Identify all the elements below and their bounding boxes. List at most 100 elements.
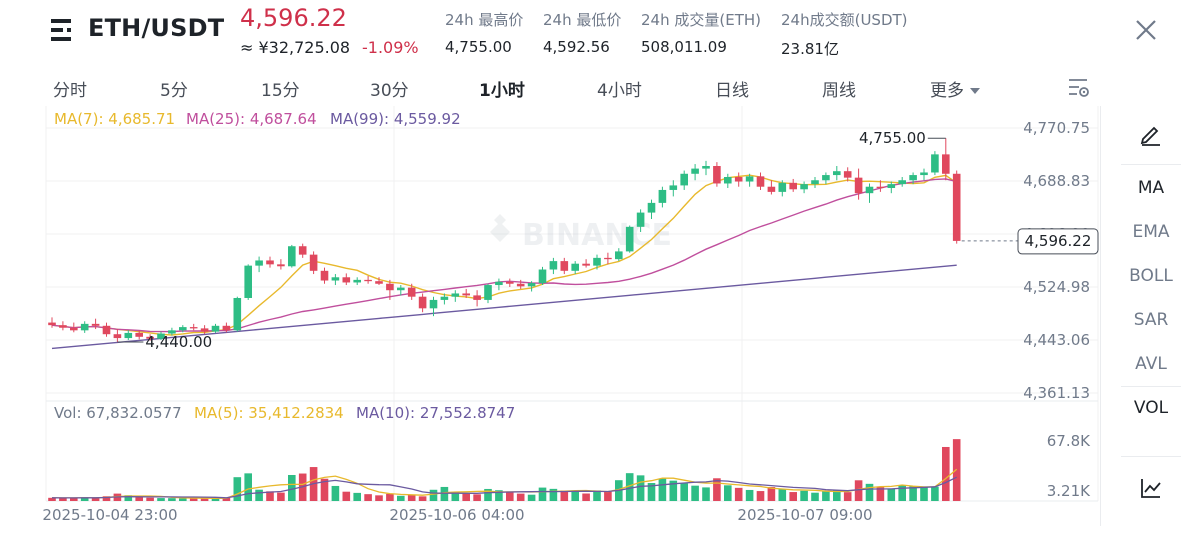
- candle-body: [397, 287, 405, 291]
- line-chart-icon[interactable]: [1139, 476, 1163, 500]
- volume-bar: [495, 490, 503, 501]
- candle-body: [702, 166, 710, 169]
- volume-bar: [789, 492, 797, 501]
- candle-body: [549, 261, 558, 270]
- tab-time[interactable]: 分时: [53, 81, 87, 101]
- candle: [102, 322, 111, 337]
- price-change: -1.09%: [362, 38, 419, 57]
- volume-bar: [179, 498, 187, 501]
- volume-bar: [669, 480, 678, 501]
- volume-bar: [135, 497, 143, 501]
- candle: [48, 317, 56, 328]
- tab-15m[interactable]: 15分: [261, 81, 300, 101]
- candle-body: [604, 257, 612, 260]
- candle-body: [724, 177, 732, 184]
- chart-settings-icon[interactable]: [1067, 76, 1091, 98]
- price-annotations: 4,755.00 4,440.00: [117, 129, 946, 351]
- candle: [59, 321, 67, 331]
- volume-bar: [211, 498, 220, 501]
- candle-body: [375, 281, 383, 284]
- candle: [429, 296, 438, 317]
- candle-body: [582, 263, 590, 266]
- volume-bar: [146, 497, 154, 501]
- candle: [80, 321, 89, 333]
- volume-bar: [102, 496, 111, 501]
- tab-1w[interactable]: 周线: [822, 81, 856, 101]
- stat-value: 4,592.56: [543, 38, 610, 56]
- candle: [473, 290, 481, 307]
- volume-bar: [451, 492, 460, 501]
- volume-bar: [604, 491, 612, 501]
- candle-body: [418, 296, 427, 309]
- menu-list-icon[interactable]: [50, 17, 74, 43]
- candle-body: [462, 293, 470, 296]
- candle: [222, 322, 231, 333]
- candle: [244, 264, 252, 300]
- tab-5m[interactable]: 5分: [160, 81, 188, 101]
- pair-title[interactable]: ETH/USDT: [88, 14, 225, 42]
- volume-bar: [48, 497, 56, 501]
- candle: [179, 325, 187, 333]
- tab-1d[interactable]: 日线: [715, 81, 749, 101]
- tab-more[interactable]: 更多: [930, 76, 980, 101]
- draw-pencil-icon[interactable]: [1139, 122, 1163, 146]
- indicator-sar[interactable]: SAR: [1133, 310, 1169, 330]
- candle-body: [407, 287, 416, 297]
- candle: [789, 178, 797, 192]
- volume-bar: [549, 488, 558, 501]
- ma25-line: [51, 178, 957, 333]
- candle-body: [658, 189, 667, 203]
- volume-bar: [189, 497, 198, 501]
- candle: [778, 180, 787, 197]
- candle: [811, 177, 819, 189]
- volume-bar: [440, 486, 449, 501]
- candle: [386, 279, 394, 300]
- candle-body: [233, 297, 242, 331]
- candle: [538, 266, 547, 286]
- time-tick: 2025-10-07 09:00: [737, 506, 872, 524]
- price-axis: 4,770.75 4,688.83 4,606.90 4,524.98 4,44…: [1023, 119, 1090, 402]
- indicator-boll[interactable]: BOLL: [1129, 266, 1173, 286]
- volume-bar: [909, 486, 917, 501]
- volume-bar: [713, 478, 721, 501]
- candle-body: [200, 328, 209, 332]
- close-icon[interactable]: [1134, 18, 1158, 42]
- stat-24h-volume: 24h 成交量(ETH) 508,011.09: [641, 9, 761, 56]
- candle-body: [331, 277, 340, 281]
- tab-30m[interactable]: 30分: [370, 81, 409, 101]
- volume-bar: [636, 475, 645, 501]
- candle-body: [320, 270, 329, 281]
- candle-body: [952, 173, 961, 241]
- candle-body: [189, 327, 198, 329]
- candle-body: [691, 168, 699, 174]
- tab-1h[interactable]: 1小时: [479, 81, 525, 101]
- candle-body: [102, 325, 111, 335]
- candle: [865, 183, 874, 203]
- indicator-vol[interactable]: VOL: [1133, 398, 1169, 418]
- volume-bar: [865, 483, 874, 501]
- indicator-avl[interactable]: AVL: [1135, 354, 1167, 374]
- watermark-text: BINANCE: [522, 218, 672, 253]
- candle: [952, 170, 961, 244]
- indicator-ma[interactable]: MA: [1137, 178, 1165, 198]
- toolbar-divider: [1121, 164, 1181, 165]
- candle: [854, 168, 863, 200]
- stat-label: 24h 成交量(ETH): [641, 11, 761, 29]
- tab-4h[interactable]: 4小时: [597, 81, 642, 101]
- kline-chart[interactable]: BINANCE MA(7): 4,685.71 MA(25): 4,687.64…: [0, 106, 1100, 526]
- candle-body: [124, 332, 133, 339]
- candle-body: [473, 295, 481, 300]
- candle: [745, 173, 754, 187]
- volume-bar: [244, 473, 252, 501]
- candle: [462, 288, 470, 298]
- tab-more-label: 更多: [930, 81, 964, 101]
- candle: [157, 331, 165, 341]
- candle: [909, 172, 917, 185]
- volume-bar: [647, 483, 656, 501]
- volume-bar: [233, 477, 242, 501]
- candle: [506, 278, 514, 287]
- candle-body: [876, 186, 885, 189]
- indicator-ema[interactable]: EMA: [1132, 222, 1170, 242]
- candle: [451, 290, 460, 302]
- stat-value: 23.81亿: [781, 40, 839, 58]
